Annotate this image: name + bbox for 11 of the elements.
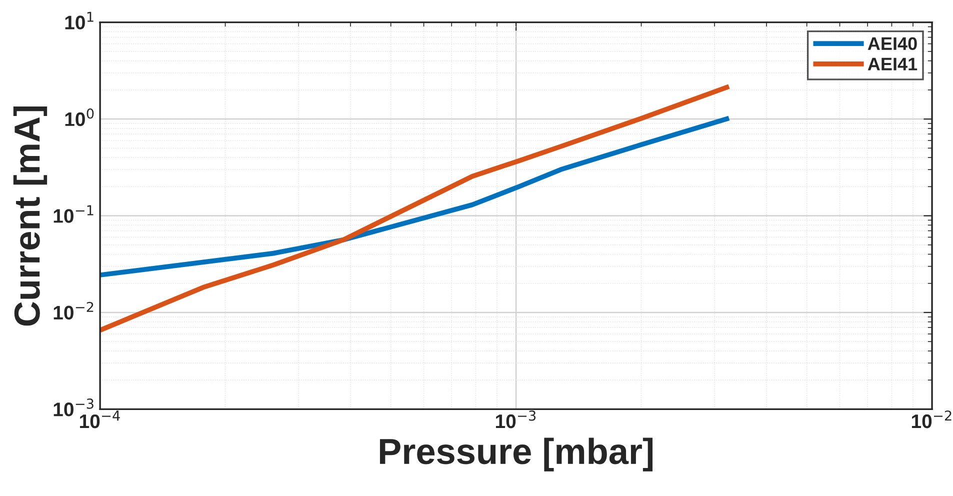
- y-tick-label: 10$^{−1}$: [54, 205, 94, 223]
- legend-label: AEI40: [868, 37, 917, 50]
- y-tick-label: 10$^{0}$: [65, 108, 94, 126]
- x-tick-label: 10$^{−2}$: [912, 410, 952, 428]
- y-tick-label: 10$^{−2}$: [54, 302, 94, 320]
- x-tick-label: 10$^{−3}$: [496, 410, 536, 428]
- x-tick-label: 10$^{−4}$: [80, 410, 120, 428]
- y-axis-title: Current [mA]: [13, 106, 48, 326]
- y-tick-label: 10$^{1}$: [65, 12, 94, 30]
- legend-label: AEI41: [868, 58, 918, 70]
- x-axis-title: Pressure [mbar]: [380, 438, 653, 472]
